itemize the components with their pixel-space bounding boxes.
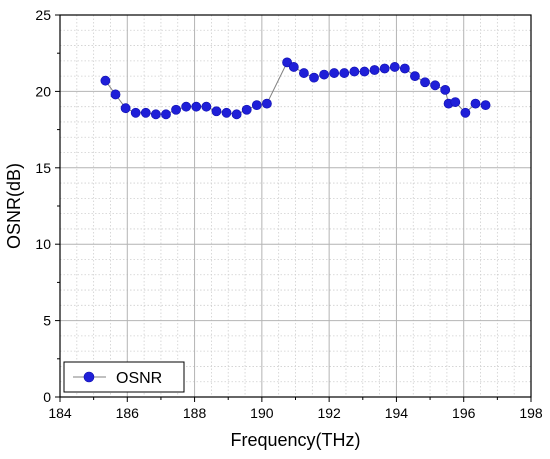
axis-ticks (55, 14, 532, 402)
data-point (349, 66, 360, 77)
data-point (440, 84, 451, 95)
x-tick-label: 198 (519, 405, 543, 421)
y-tick-label: 0 (43, 389, 51, 405)
legend-box (63, 361, 185, 393)
data-point (359, 66, 370, 77)
data-point (181, 101, 192, 112)
x-tick-label: 184 (48, 405, 72, 421)
data-point (211, 106, 222, 117)
minor-grid (60, 15, 531, 397)
y-axis-label: OSNR(dB) (4, 163, 24, 249)
x-tick-label: 190 (250, 405, 274, 421)
y-tick-label: 5 (43, 313, 51, 329)
x-tick-label: 196 (452, 405, 476, 421)
data-point (140, 107, 151, 118)
legend-label: OSNR (116, 370, 162, 387)
series-layer (100, 57, 491, 120)
data-point (470, 98, 481, 109)
data-point (329, 68, 340, 78)
data-point (120, 103, 131, 114)
data-point (299, 68, 309, 78)
data-point (309, 72, 319, 83)
y-tick-label: 25 (35, 7, 51, 23)
data-point (130, 107, 141, 118)
x-axis-label: Frequency(THz) (230, 430, 360, 450)
x-tick-labels: 184 186 188 190 192 194 196 198 (48, 405, 543, 421)
data-point (399, 63, 410, 74)
data-point (282, 57, 292, 68)
y-tick-labels: 0 5 10 15 20 25 (35, 7, 51, 405)
major-grid (60, 15, 531, 397)
data-point (262, 98, 272, 109)
data-point (171, 104, 181, 115)
data-point (150, 109, 161, 120)
data-point (389, 62, 400, 72)
data-point (430, 80, 441, 91)
data-point (460, 107, 471, 118)
data-point (110, 89, 121, 100)
data-point (241, 104, 252, 115)
y-tick-label: 10 (35, 236, 51, 252)
data-point (319, 69, 329, 80)
data-point (191, 101, 202, 112)
data-point (420, 77, 430, 88)
data-point (221, 107, 232, 118)
y-tick-label: 15 (35, 160, 51, 176)
data-point (231, 109, 242, 120)
data-point (339, 68, 350, 78)
x-tick-label: 188 (183, 405, 207, 421)
data-point (450, 97, 461, 107)
data-point (410, 71, 420, 82)
x-tick-label: 194 (385, 405, 409, 421)
legend: OSNR (63, 361, 185, 393)
y-tick-label: 20 (35, 83, 51, 99)
legend-marker (83, 371, 95, 383)
x-tick-label: 192 (317, 405, 341, 421)
data-point (480, 100, 491, 111)
data-point (100, 75, 111, 86)
data-point (201, 101, 212, 112)
data-point (379, 63, 390, 74)
data-point (288, 62, 299, 72)
x-tick-label: 186 (116, 405, 140, 421)
data-point (369, 65, 380, 75)
data-point (251, 100, 262, 111)
data-point (161, 109, 171, 120)
